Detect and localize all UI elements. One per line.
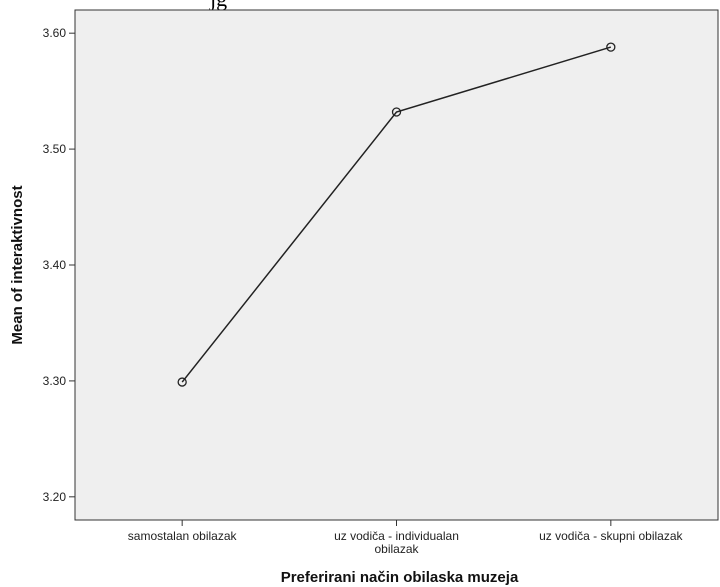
y-tick-label: 3.40 — [43, 258, 67, 272]
series-line — [181, 46, 612, 383]
y-tick-label: 3.20 — [43, 490, 67, 504]
y-tick-label: 3.30 — [43, 374, 67, 388]
x-tick-label: uz vodiča - skupni obilazak — [539, 529, 683, 543]
x-axis-title: Preferirani način obilaska muzeja — [281, 569, 519, 586]
data-point — [606, 42, 616, 52]
data-point — [391, 107, 402, 117]
y-axis: 3.20 3.30 3.40 3.50 3.60 — [43, 26, 75, 504]
clipped-top-text: jg — [210, 0, 227, 10]
x-tick-label: samostalan obilazak — [128, 529, 238, 543]
x-axis: samostalan obilazak uz vodiča - individua… — [128, 520, 684, 556]
series — [177, 42, 616, 387]
plot-area — [74, 9, 719, 521]
data-point — [177, 377, 187, 387]
y-tick-label: 3.50 — [43, 142, 67, 156]
y-tick-label: 3.60 — [43, 26, 67, 40]
y-axis-title: Mean of interaktivnost — [9, 185, 26, 344]
x-tick-label: uz vodiča - individualan obilazak — [334, 529, 459, 556]
